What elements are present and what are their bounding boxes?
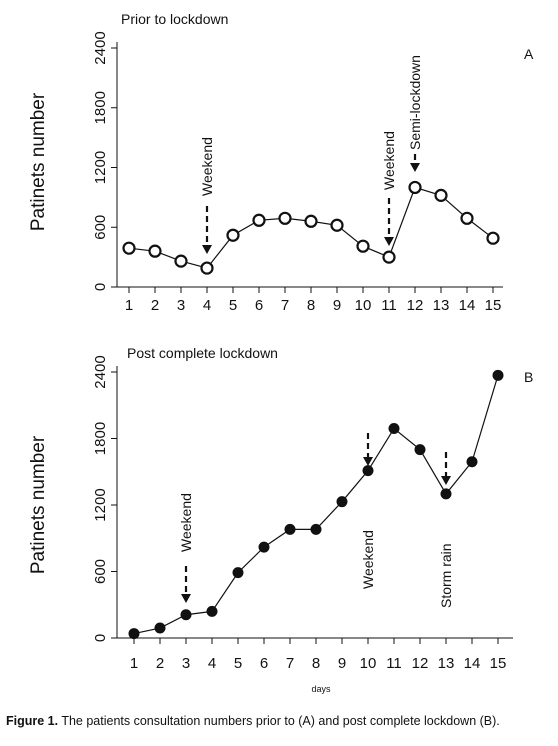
data-point [414, 444, 426, 456]
chart-title: Prior to lockdown [121, 11, 228, 27]
x-tick-label: 9 [338, 655, 346, 672]
x-tick-label: 5 [234, 655, 242, 672]
x-tick-label: 9 [333, 297, 341, 314]
annotation-label: Semi-lockdown [407, 55, 423, 150]
panel-label: A [524, 46, 534, 62]
data-point [128, 628, 140, 640]
annotation-label: Weekend [381, 131, 397, 190]
x-tick-label: 10 [360, 655, 377, 672]
x-tick-label: 4 [208, 655, 216, 672]
data-point [330, 218, 344, 232]
y-tick-label: 2400 [92, 355, 109, 388]
data-point [434, 188, 448, 202]
x-tick-label: 14 [459, 297, 476, 314]
data-point [180, 609, 192, 621]
annotation-label: Weekend [360, 530, 376, 589]
x-tick-label: 6 [255, 297, 263, 314]
x-tick-label: 8 [307, 297, 315, 314]
data-point [382, 250, 396, 264]
data-point [492, 369, 504, 381]
y-tick-label: 1200 [92, 151, 109, 184]
y-tick-label: 0 [92, 283, 109, 291]
data-point [148, 244, 162, 258]
x-tick-label: 11 [381, 297, 397, 314]
y-axis-label: Patinets number [28, 92, 49, 231]
x-tick-label: 13 [433, 297, 450, 314]
annotation-arrow-head [441, 476, 451, 485]
data-point [252, 213, 266, 227]
annotation-arrow-head [384, 237, 394, 246]
data-point [362, 465, 374, 477]
y-tick-label: 1200 [92, 488, 109, 521]
data-point [440, 488, 452, 500]
y-tick-label: 600 [92, 559, 109, 584]
data-point [232, 567, 244, 579]
x-tick-label: 13 [438, 655, 455, 672]
x-tick-label: 3 [182, 655, 190, 672]
annotation-label: Storm rain [438, 543, 454, 608]
y-tick-label: 2400 [92, 31, 109, 64]
chart-title: Post complete lockdown [127, 345, 278, 361]
x-tick-label: 5 [229, 297, 237, 314]
caption-text: The patients consultation numbers prior … [58, 714, 500, 728]
x-tick-label: 12 [412, 655, 429, 672]
x-tick-label: 8 [312, 655, 320, 672]
y-tick-label: 1800 [92, 91, 109, 124]
data-point [206, 605, 218, 617]
figure-caption: Figure 1. The patients consultation numb… [6, 714, 554, 728]
x-tick-label: 15 [485, 297, 502, 314]
x-tick-label: 1 [130, 655, 138, 672]
data-point [226, 228, 240, 242]
data-point [200, 261, 214, 275]
data-point [486, 231, 500, 245]
x-tick-label: 1 [125, 297, 133, 314]
x-tick-label: 6 [260, 655, 268, 672]
x-tick-label: 3 [177, 297, 185, 314]
data-point [466, 456, 478, 468]
x-tick-label: 7 [286, 655, 294, 672]
x-tick-label: 7 [281, 297, 289, 314]
data-point [154, 622, 166, 634]
y-tick-label: 600 [92, 215, 109, 240]
x-tick-label: 11 [386, 655, 402, 672]
data-point [460, 211, 474, 225]
annotation-arrow-head [410, 163, 420, 172]
data-point [408, 180, 422, 195]
data-point [336, 496, 348, 508]
x-axis-label: days [311, 684, 331, 694]
x-tick-label: 15 [490, 655, 507, 672]
annotation-label: Weekend [178, 493, 194, 552]
data-point [356, 239, 370, 253]
x-tick-label: 12 [407, 297, 424, 314]
data-point [122, 241, 136, 255]
data-point [304, 214, 318, 228]
data-point [278, 211, 292, 225]
annotation-arrow-head [363, 457, 373, 466]
data-point [284, 523, 296, 535]
data-point [258, 541, 270, 553]
caption-label: Figure 1. [6, 714, 59, 728]
x-tick-label: 10 [355, 297, 372, 314]
annotation-arrow-head [202, 245, 212, 254]
panel-label: B [524, 369, 533, 385]
annotation-label: Weekend [199, 137, 215, 196]
data-point [388, 423, 400, 435]
annotation-arrow-head [181, 594, 191, 603]
x-tick-label: 14 [464, 655, 481, 672]
x-tick-label: 4 [203, 297, 211, 314]
data-point [174, 254, 188, 268]
y-tick-label: 1800 [92, 422, 109, 455]
y-tick-label: 0 [92, 634, 109, 642]
data-point [310, 523, 322, 535]
x-tick-label: 2 [151, 297, 159, 314]
x-tick-label: 2 [156, 655, 164, 672]
y-axis-label: Patinets number [28, 435, 49, 574]
